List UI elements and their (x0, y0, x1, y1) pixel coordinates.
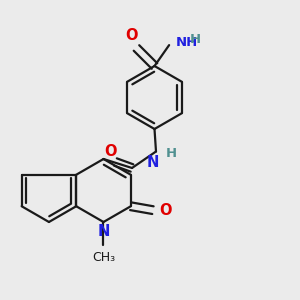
Text: O: O (126, 28, 138, 43)
Text: H: H (190, 33, 201, 46)
Text: O: O (104, 144, 116, 159)
Text: N: N (147, 155, 159, 170)
Text: CH₃: CH₃ (92, 251, 115, 264)
Text: O: O (159, 203, 171, 218)
Text: NH: NH (176, 36, 198, 49)
Text: N: N (98, 224, 110, 238)
Text: H: H (166, 147, 177, 160)
